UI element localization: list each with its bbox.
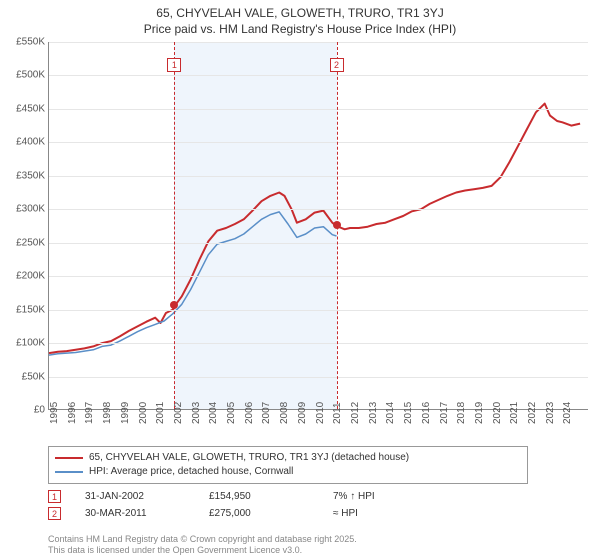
chart-svg bbox=[49, 42, 588, 409]
gridline bbox=[49, 109, 588, 110]
y-tick-label: £550K bbox=[5, 37, 45, 48]
title-line2: Price paid vs. HM Land Registry's House … bbox=[0, 22, 600, 38]
event-dash bbox=[174, 42, 175, 409]
sale-row: 1 31-JAN-2002 £154,950 7% ↑ HPI bbox=[48, 490, 433, 503]
x-tick-label: 2023 bbox=[545, 402, 556, 424]
gridline bbox=[49, 377, 588, 378]
sale-index: 1 bbox=[48, 490, 61, 503]
event-marker: 2 bbox=[330, 58, 344, 72]
gridline bbox=[49, 310, 588, 311]
x-tick-label: 1997 bbox=[84, 402, 95, 424]
gridline bbox=[49, 243, 588, 244]
x-tick-label: 2009 bbox=[297, 402, 308, 424]
y-tick-label: £400K bbox=[5, 137, 45, 148]
y-tick-label: £200K bbox=[5, 271, 45, 282]
x-tick-label: 2003 bbox=[191, 402, 202, 424]
y-tick-label: £0 bbox=[5, 405, 45, 416]
sale-delta: 7% ↑ HPI bbox=[333, 491, 433, 502]
x-tick-label: 1995 bbox=[49, 402, 60, 424]
footer-line1: Contains HM Land Registry data © Crown c… bbox=[48, 534, 357, 545]
y-tick-label: £250K bbox=[5, 237, 45, 248]
x-tick-label: 2005 bbox=[226, 402, 237, 424]
sale-dot bbox=[170, 301, 178, 309]
y-tick-label: £300K bbox=[5, 204, 45, 215]
x-tick-label: 1996 bbox=[67, 402, 78, 424]
legend-label: 65, CHYVELAH VALE, GLOWETH, TRURO, TR1 3… bbox=[89, 451, 409, 465]
sale-dot bbox=[333, 221, 341, 229]
gridline bbox=[49, 42, 588, 43]
sale-row: 2 30-MAR-2011 £275,000 ≈ HPI bbox=[48, 507, 433, 520]
gridline bbox=[49, 209, 588, 210]
chart-title-block: 65, CHYVELAH VALE, GLOWETH, TRURO, TR1 3… bbox=[0, 0, 600, 37]
x-tick-label: 2015 bbox=[403, 402, 414, 424]
footer: Contains HM Land Registry data © Crown c… bbox=[48, 534, 357, 556]
y-tick-label: £50K bbox=[5, 371, 45, 382]
gridline bbox=[49, 176, 588, 177]
sale-price: £275,000 bbox=[209, 508, 309, 519]
legend-swatch bbox=[55, 457, 83, 459]
x-tick-label: 2024 bbox=[562, 402, 573, 424]
x-tick-label: 2018 bbox=[456, 402, 467, 424]
gridline bbox=[49, 75, 588, 76]
x-tick-label: 2008 bbox=[279, 402, 290, 424]
gridline bbox=[49, 343, 588, 344]
chart-container: 65, CHYVELAH VALE, GLOWETH, TRURO, TR1 3… bbox=[0, 0, 600, 560]
x-tick-label: 2022 bbox=[527, 402, 538, 424]
legend-label: HPI: Average price, detached house, Corn… bbox=[89, 465, 293, 479]
y-tick-label: £350K bbox=[5, 170, 45, 181]
sale-date: 30-MAR-2011 bbox=[85, 508, 185, 519]
chart-plot-area: £0£50K£100K£150K£200K£250K£300K£350K£400… bbox=[48, 42, 588, 410]
y-tick-label: £450K bbox=[5, 103, 45, 114]
y-tick-label: £150K bbox=[5, 304, 45, 315]
x-tick-label: 2007 bbox=[261, 402, 272, 424]
gridline bbox=[49, 276, 588, 277]
x-tick-label: 2017 bbox=[439, 402, 450, 424]
x-tick-label: 2014 bbox=[385, 402, 396, 424]
sales-table: 1 31-JAN-2002 £154,950 7% ↑ HPI 2 30-MAR-2011… bbox=[48, 490, 433, 524]
legend-row: 65, CHYVELAH VALE, GLOWETH, TRURO, TR1 3… bbox=[55, 451, 521, 465]
sale-price: £154,950 bbox=[209, 491, 309, 502]
x-tick-label: 2011 bbox=[332, 402, 343, 424]
x-tick-label: 2013 bbox=[368, 402, 379, 424]
x-tick-label: 2001 bbox=[155, 402, 166, 424]
series-line bbox=[49, 212, 337, 355]
x-tick-label: 2020 bbox=[492, 402, 503, 424]
x-tick-label: 1999 bbox=[120, 402, 131, 424]
x-tick-label: 2012 bbox=[350, 402, 361, 424]
y-tick-label: £500K bbox=[5, 70, 45, 81]
x-tick-label: 2021 bbox=[509, 402, 520, 424]
y-tick-label: £100K bbox=[5, 338, 45, 349]
legend: 65, CHYVELAH VALE, GLOWETH, TRURO, TR1 3… bbox=[48, 446, 528, 484]
x-tick-label: 2016 bbox=[421, 402, 432, 424]
x-tick-label: 2004 bbox=[208, 402, 219, 424]
sale-index: 2 bbox=[48, 507, 61, 520]
x-tick-label: 2019 bbox=[474, 402, 485, 424]
sale-delta: ≈ HPI bbox=[333, 508, 433, 519]
event-marker: 1 bbox=[167, 58, 181, 72]
x-tick-label: 2000 bbox=[138, 402, 149, 424]
sale-date: 31-JAN-2002 bbox=[85, 491, 185, 502]
x-tick-label: 2010 bbox=[315, 402, 326, 424]
x-tick-label: 2006 bbox=[244, 402, 255, 424]
x-tick-label: 1998 bbox=[102, 402, 113, 424]
legend-row: HPI: Average price, detached house, Corn… bbox=[55, 465, 521, 479]
gridline bbox=[49, 142, 588, 143]
legend-swatch bbox=[55, 471, 83, 473]
footer-line2: This data is licensed under the Open Gov… bbox=[48, 545, 357, 556]
title-line1: 65, CHYVELAH VALE, GLOWETH, TRURO, TR1 3… bbox=[0, 6, 600, 22]
